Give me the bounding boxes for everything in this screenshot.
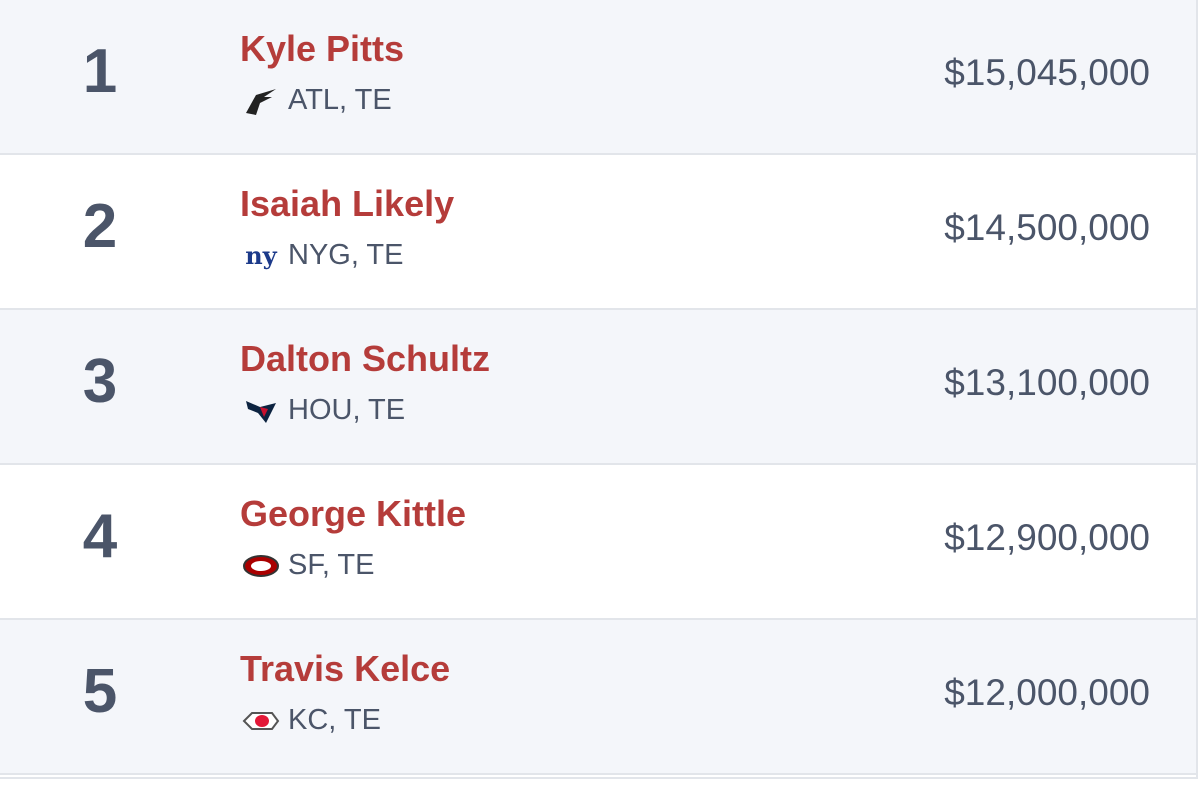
list-row: 2 Isaiah Likely ny NYG, TE $14,500,000 <box>0 155 1196 310</box>
rank: 5 <box>82 657 118 726</box>
list-row: 5 Travis Kelce KC, TE $12,000,000 <box>0 620 1196 775</box>
rank: 2 <box>82 192 118 261</box>
team-position: NYG, TE <box>288 239 404 271</box>
salary: $12,900,000 <box>944 517 1150 558</box>
player-name[interactable]: Kyle Pitts <box>240 28 405 69</box>
salary: $13,100,000 <box>944 362 1150 403</box>
player-name[interactable]: Dalton Schultz <box>240 338 490 379</box>
list-row: 1 Kyle Pitts ATL, TE $15,045,000 <box>0 0 1196 155</box>
player-name[interactable]: George Kittle <box>240 493 467 534</box>
salary: $15,045,000 <box>944 52 1150 93</box>
team-info: KC, TE <box>242 704 381 737</box>
player-name[interactable]: Isaiah Likely <box>240 183 455 224</box>
salary: $12,000,000 <box>944 672 1150 713</box>
team-info: ATL, TE <box>242 84 392 117</box>
team-info: SF, TE <box>242 549 375 582</box>
player-name[interactable]: Travis Kelce <box>240 648 451 689</box>
team-position: HOU, TE <box>288 394 406 426</box>
team-logo <box>246 88 276 115</box>
rank: 3 <box>82 347 118 416</box>
list-row: 3 Dalton Schultz HOU, TE $13,100,000 <box>0 310 1196 465</box>
svg-text:ny: ny <box>245 241 277 270</box>
team-logo: ny <box>245 241 277 270</box>
team-position: KC, TE <box>288 704 381 736</box>
team-info: HOU, TE <box>242 394 405 427</box>
team-logo <box>246 400 276 423</box>
team-position: ATL, TE <box>288 84 392 116</box>
team-logo <box>242 711 280 730</box>
list-row: 4 George Kittle SF, TE $12,900,000 <box>0 465 1196 620</box>
rank: 1 <box>82 37 118 106</box>
salary: $14,500,000 <box>944 207 1150 248</box>
team-logo <box>243 554 279 577</box>
team-position: SF, TE <box>288 549 375 581</box>
rank: 4 <box>82 502 118 571</box>
team-info: ny NYG, TE <box>242 239 404 272</box>
